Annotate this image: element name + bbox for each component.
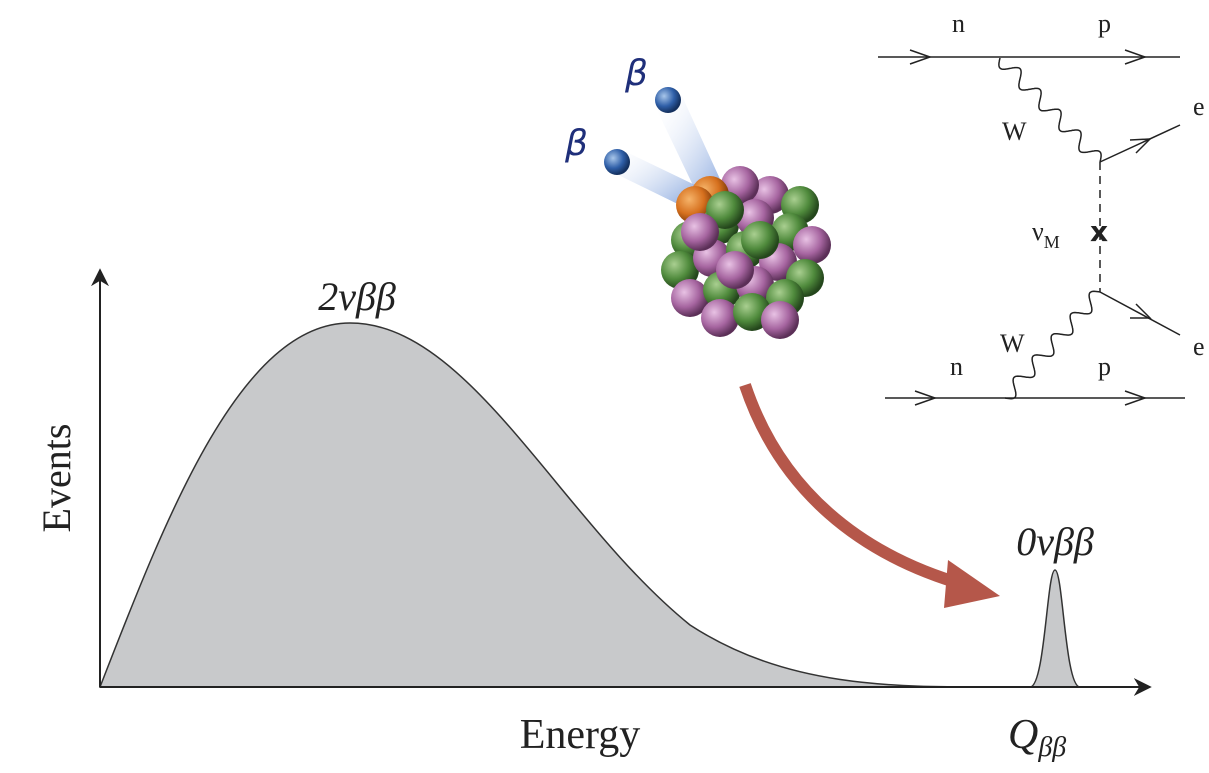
- nucleon-label: n: [952, 9, 965, 38]
- zero-neutrino-label: 0νββ: [1016, 519, 1094, 564]
- boson-label: W: [1000, 329, 1025, 358]
- w-boson: [999, 58, 1101, 162]
- line-arrow: [1130, 304, 1150, 318]
- beta-label: β: [564, 123, 588, 164]
- nucleus: [661, 166, 831, 339]
- transition-arrowhead: [944, 560, 1000, 608]
- beta-particle: [604, 149, 630, 175]
- two-neutrino-spectrum: [100, 323, 1010, 687]
- boson-label: W: [1002, 117, 1027, 146]
- q-value-label: Qββ: [1008, 712, 1066, 763]
- nucleon-label: n: [950, 352, 963, 381]
- nucleon: [761, 301, 799, 339]
- nucleon: [701, 299, 739, 337]
- vertex-mark: x: [1090, 215, 1108, 248]
- electron-line: [1100, 292, 1180, 335]
- nucleon: [741, 221, 779, 259]
- nucleon-label: p: [1098, 9, 1111, 38]
- two-neutrino-label: 2νββ: [318, 274, 396, 319]
- nucleon: [681, 213, 719, 251]
- neutrino-symbol: ν: [1032, 217, 1044, 246]
- neutrino-subscript: M: [1044, 232, 1060, 252]
- lepton-label: e: [1193, 92, 1205, 121]
- beta-particle: [655, 87, 681, 113]
- lepton-label: e: [1193, 332, 1205, 361]
- y-axis-label: Events: [34, 424, 79, 533]
- x-axis-label: Energy: [520, 712, 641, 758]
- neutrino-label: νM: [1032, 217, 1060, 252]
- zero-neutrino-peak: [1030, 570, 1080, 687]
- beta-label: β: [624, 53, 648, 94]
- q-symbol: Q: [1008, 712, 1038, 758]
- nucleon-label: p: [1098, 352, 1111, 381]
- transition-arrow: [745, 385, 965, 585]
- nucleon: [793, 226, 831, 264]
- figure: Events Energy 2νββ 0νββ Qββ β β n p W e …: [0, 0, 1209, 773]
- electron-line: [1100, 125, 1180, 162]
- q-subscript: ββ: [1037, 732, 1066, 763]
- nucleon: [716, 251, 754, 289]
